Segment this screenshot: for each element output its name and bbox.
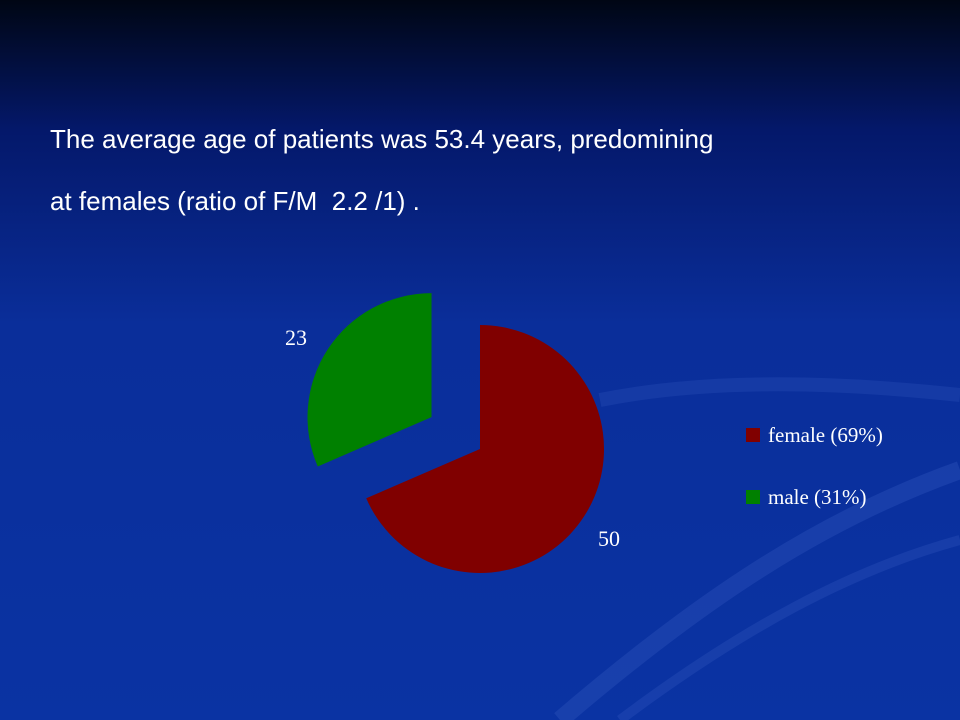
slide-headline: The average age of patients was 53.4 yea… bbox=[50, 108, 910, 232]
legend-item-female: female (69%) bbox=[746, 420, 883, 450]
pie-slice-male bbox=[307, 293, 432, 467]
legend-swatch-male bbox=[746, 490, 760, 504]
legend-label-male: male (31%) bbox=[768, 484, 867, 509]
headline-line-2: at females (ratio of F/M 2.2 /1) . bbox=[50, 186, 420, 216]
headline-line-1: The average age of patients was 53.4 yea… bbox=[50, 124, 714, 154]
pie-data-label-male: 23 bbox=[285, 325, 307, 350]
legend-item-male: male (31%) bbox=[746, 482, 883, 512]
chart-legend: female (69%) male (31%) bbox=[746, 420, 883, 544]
legend-label-female: female (69%) bbox=[768, 422, 883, 447]
legend-swatch-female bbox=[746, 428, 760, 442]
pie-slice-female bbox=[366, 325, 604, 573]
pie-data-label-female: 50 bbox=[598, 526, 620, 551]
